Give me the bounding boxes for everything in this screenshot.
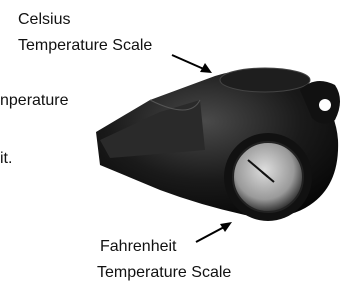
cut-off-text: nperature: [0, 92, 69, 109]
whistle: [96, 68, 340, 221]
illustration: Celsius Temperature Scale nperature it. …: [0, 0, 347, 288]
celsius-label: Temperature Scale: [18, 37, 152, 54]
cut-off-text: it.: [0, 150, 12, 167]
celsius-label: Celsius: [18, 11, 70, 28]
page: {"labels": { "celsius": {"line1": "Celsi…: [0, 0, 347, 288]
fahrenheit-label: Fahrenheit: [100, 238, 177, 255]
fahrenheit-label: Temperature Scale: [97, 264, 231, 281]
